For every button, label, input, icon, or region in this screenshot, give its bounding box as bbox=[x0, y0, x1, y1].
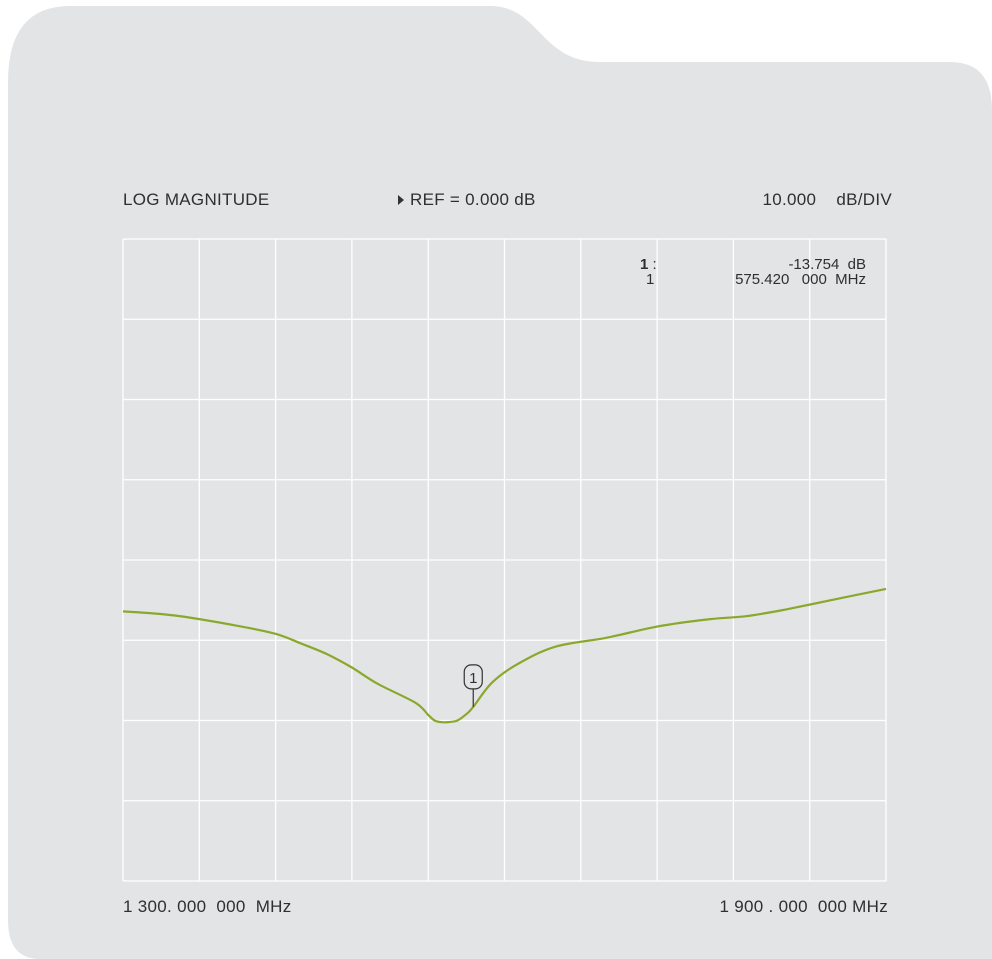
stop-frequency: 1 900 . 000 000 MHz bbox=[719, 897, 888, 916]
marker-badge-label: 1 bbox=[469, 670, 477, 687]
trace-layer bbox=[122, 587, 887, 724]
format-label: LOG MAGNITUDE bbox=[123, 190, 270, 209]
trace-line bbox=[122, 587, 887, 724]
marker-readout-value: -13.754 dB bbox=[788, 256, 866, 273]
marker-readout-separator: : bbox=[652, 256, 657, 273]
reference-level-text: REF = 0.000 dB bbox=[410, 190, 536, 209]
grid bbox=[122, 238, 887, 882]
marker-readout-frequency-prefix: 1 bbox=[646, 271, 655, 288]
start-frequency: 1 300. 000 000 MHz bbox=[123, 897, 292, 916]
marker-1-flag: 1 bbox=[463, 664, 483, 707]
reference-arrow-icon bbox=[398, 195, 404, 205]
scale-per-division: 10.000 dB/DIV bbox=[762, 190, 892, 209]
panel-background bbox=[8, 6, 992, 959]
marker-readout: 1 : -13.754 dB 1 575.420 000 MHz bbox=[640, 257, 866, 287]
marker-readout-id: 1 bbox=[640, 256, 649, 273]
reference-level: REF = 0.000 dB bbox=[398, 190, 536, 210]
marker-badge bbox=[463, 664, 483, 690]
marker-layer: 1 bbox=[463, 664, 483, 707]
marker-readout-frequency: 575.420 000 MHz bbox=[735, 271, 866, 288]
